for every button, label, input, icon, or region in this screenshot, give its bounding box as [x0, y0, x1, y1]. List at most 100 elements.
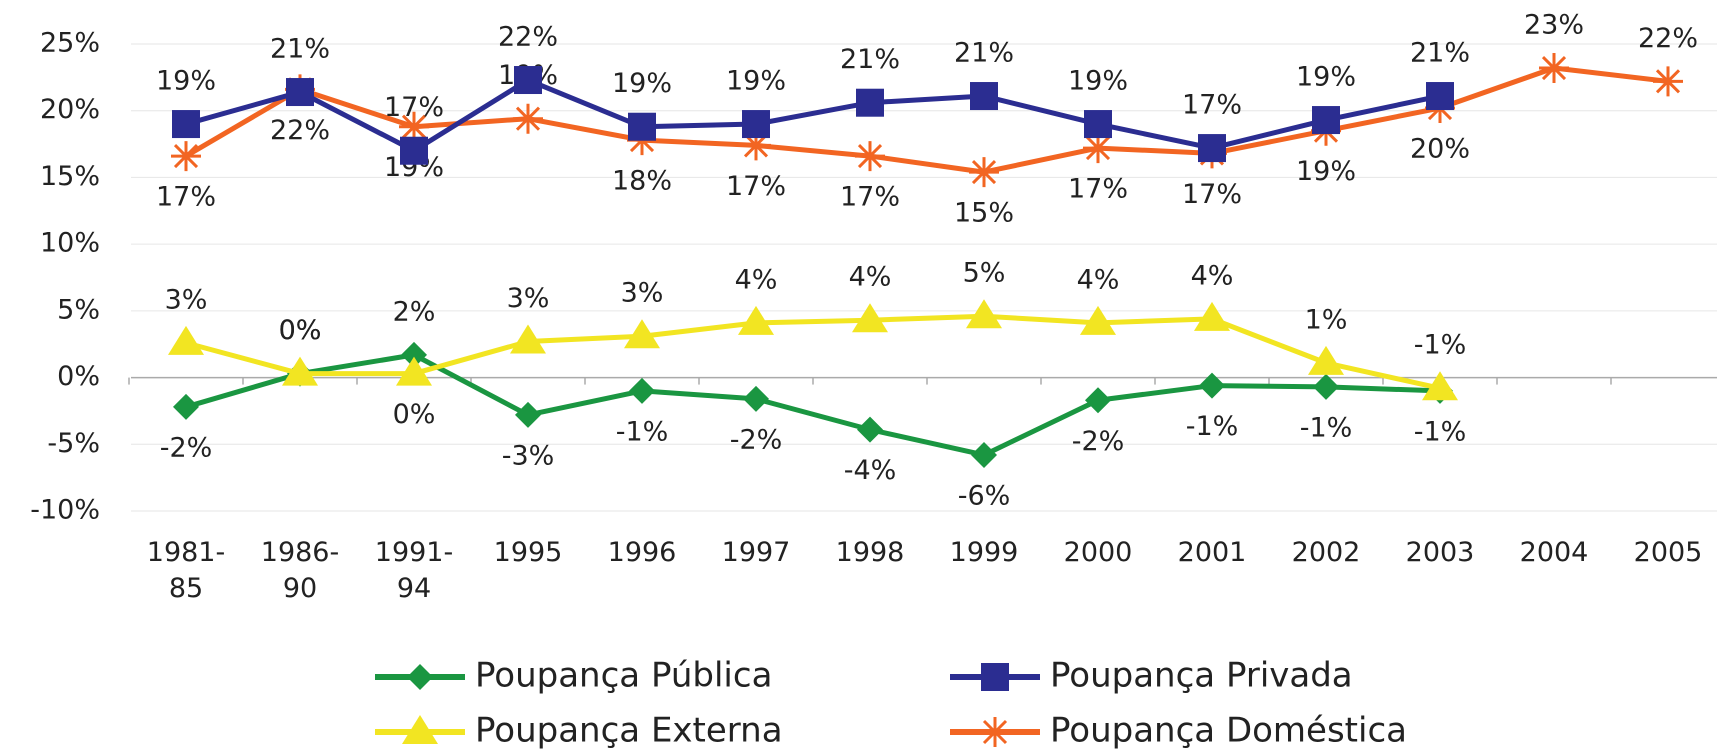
y-tick-label: 15%	[40, 161, 100, 192]
data-label: -2%	[160, 432, 213, 463]
x-tick-label: 1996	[607, 537, 677, 568]
x-tick-label: 1997	[721, 537, 791, 568]
y-tick-label: 10%	[40, 228, 100, 259]
data-label: 21%	[840, 44, 900, 75]
data-label: -2%	[730, 424, 783, 455]
data-label: 2%	[393, 296, 436, 327]
marker	[400, 136, 428, 165]
data-label: 22%	[270, 115, 330, 146]
data-label: 17%	[1182, 90, 1242, 121]
x-tick-label: 2000	[1063, 537, 1133, 568]
marker	[1426, 82, 1454, 111]
series-line	[185, 352, 1441, 458]
data-label: 4%	[1077, 264, 1120, 295]
series-line	[184, 65, 1669, 175]
x-tick-label: 1981-85	[146, 537, 226, 604]
data-label: 0%	[393, 399, 436, 430]
marker	[857, 416, 883, 443]
marker	[1422, 371, 1458, 401]
y-tick-label: 5%	[57, 294, 100, 325]
data-label: -6%	[958, 480, 1011, 511]
marker	[1539, 53, 1569, 84]
marker	[971, 441, 997, 468]
marker	[513, 103, 543, 134]
marker	[1085, 387, 1111, 414]
data-label: -3%	[502, 440, 555, 471]
marker	[969, 157, 999, 188]
marker	[1313, 373, 1339, 400]
marker	[510, 324, 546, 354]
data-label: -1%	[1414, 330, 1467, 361]
marker	[1198, 134, 1226, 163]
y-tick-label: 0%	[57, 361, 100, 392]
marker	[1084, 110, 1112, 139]
legend-label: Poupança Privada	[1050, 656, 1353, 696]
marker	[282, 356, 318, 386]
data-label: 17%	[384, 92, 444, 123]
marker	[970, 82, 998, 111]
x-tick-label: 1986-90	[260, 537, 340, 604]
data-label: 23%	[1524, 10, 1584, 41]
data-label: -1%	[1300, 412, 1353, 443]
marker	[1080, 305, 1116, 335]
data-label: 19%	[726, 66, 786, 97]
data-label: 4%	[1191, 260, 1234, 291]
marker	[742, 110, 770, 139]
marker	[407, 664, 433, 690]
data-label: 0%	[279, 315, 322, 346]
data-label: 17%	[1182, 179, 1242, 210]
marker	[981, 663, 1009, 691]
y-tick-label: 20%	[40, 94, 100, 125]
data-label: 21%	[270, 34, 330, 65]
data-label: 1%	[1305, 304, 1348, 335]
marker	[286, 78, 314, 107]
marker	[172, 110, 200, 139]
data-label: 3%	[507, 283, 550, 314]
marker	[741, 130, 771, 161]
x-tick-label: 2002	[1291, 537, 1361, 568]
marker	[1312, 106, 1340, 135]
marker	[624, 319, 660, 349]
marker	[628, 112, 656, 141]
x-tick-label: 1995	[493, 537, 563, 568]
data-label: 21%	[1410, 38, 1470, 69]
data-label: 19%	[612, 68, 672, 99]
data-label: 20%	[1410, 134, 1470, 165]
data-label: 3%	[165, 284, 208, 315]
y-tick-label: 25%	[40, 28, 100, 59]
data-label: 5%	[963, 258, 1006, 289]
data-label: 4%	[735, 264, 778, 295]
marker	[738, 305, 774, 335]
data-label: 19%	[1296, 62, 1356, 93]
marker	[514, 66, 542, 95]
marker	[396, 356, 432, 386]
series	[172, 66, 1454, 165]
data-label: 19%	[156, 66, 216, 97]
marker	[629, 377, 655, 404]
data-label: -1%	[1414, 416, 1467, 447]
marker	[1199, 372, 1225, 399]
y-tick-label: -10%	[30, 495, 100, 526]
marker	[966, 299, 1002, 329]
legend-label: Poupança Pública	[475, 656, 772, 696]
data-label: 21%	[954, 38, 1014, 69]
x-tick-label: 1998	[835, 537, 905, 568]
series	[173, 341, 1453, 468]
series	[168, 299, 1458, 401]
data-label: 15%	[954, 198, 1014, 229]
marker	[399, 111, 429, 142]
data-label: 0%	[279, 315, 322, 346]
marker	[852, 303, 888, 333]
marker	[1194, 301, 1230, 331]
data-label: 17%	[156, 182, 216, 213]
data-label: 22%	[1638, 23, 1698, 54]
data-label: -4%	[844, 455, 897, 486]
marker	[1083, 133, 1113, 164]
x-tick-label: 1991-94	[374, 537, 454, 604]
marker	[856, 88, 884, 117]
marker	[980, 717, 1010, 747]
legend-label: Poupança Doméstica	[1050, 711, 1407, 751]
data-label: 19%	[1296, 156, 1356, 187]
